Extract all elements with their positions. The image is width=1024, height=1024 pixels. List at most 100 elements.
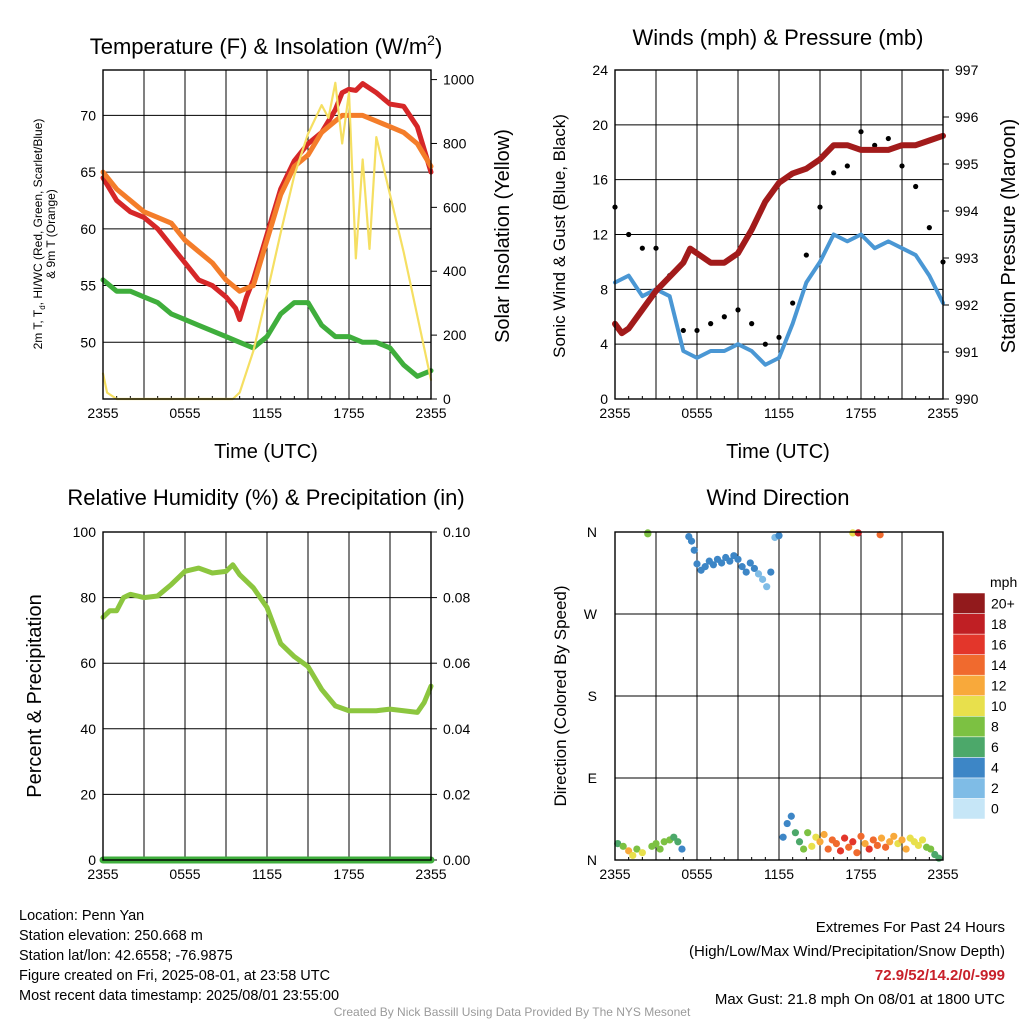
winds-y-right-tick-label: 991 xyxy=(955,344,979,360)
temperature-y-right-tick-label: 600 xyxy=(443,199,467,215)
humidity-y-right-tick-label: 0.06 xyxy=(443,655,470,671)
temperature-x-tick-label: 1755 xyxy=(333,405,364,421)
temperature-y-left-tick-label: 60 xyxy=(80,221,96,237)
winds-gust-point xyxy=(694,327,700,334)
temperature-y-left-tick-label: 65 xyxy=(80,164,96,180)
winds-y-right-tick-label: 994 xyxy=(955,203,979,219)
winds-gust-point xyxy=(844,163,850,169)
colorbar-label: 2 xyxy=(991,780,999,796)
max-gust: Max Gust: 21.8 mph On 08/01 at 1800 UTC xyxy=(714,991,1005,1008)
humidity-y-right-tick-label: 0.10 xyxy=(443,524,470,540)
direction-wind-point xyxy=(638,849,646,857)
winds-gust-point xyxy=(872,142,878,148)
temperature-frame xyxy=(102,69,432,400)
winds-gust-point xyxy=(885,135,891,142)
station-location: Location: Penn Yan xyxy=(19,908,145,924)
temperature-series-2-line xyxy=(100,277,434,379)
direction-wind-point xyxy=(898,836,906,844)
direction-wind-point xyxy=(759,575,767,583)
temperature-right-axis-label: Solar Insolation (Yellow) xyxy=(492,129,514,343)
colorbar-label: 8 xyxy=(991,719,999,735)
colorbar-label: 12 xyxy=(991,677,1007,693)
winds-x-tick-label: 2355 xyxy=(927,405,958,421)
humidity-y-left-tick-label: 100 xyxy=(73,524,97,540)
winds-y-left-tick-label: 16 xyxy=(592,172,608,188)
direction-wind-point xyxy=(787,812,795,820)
direction-wind-point xyxy=(914,841,923,850)
temperature-y-right-tick-label: 0 xyxy=(443,391,451,407)
winds-gust-point xyxy=(708,321,714,327)
direction-wind-point xyxy=(886,838,894,846)
direction-wind-point xyxy=(763,583,771,591)
direction-panel-title: Wind Direction xyxy=(706,485,849,510)
direction-wind-point xyxy=(877,834,886,842)
winds-y-left-tick-label: 8 xyxy=(600,281,608,297)
direction-wind-point xyxy=(841,834,849,842)
winds-y-right-tick-label: 995 xyxy=(955,156,979,172)
humidity-x-tick-label: 1755 xyxy=(333,866,364,882)
direction-wind-point xyxy=(836,847,845,855)
station-info: Location: Penn Yan Station elevation: 25… xyxy=(19,906,339,1006)
colorbar-label: 6 xyxy=(991,739,999,755)
humidity-x-tick-label: 0555 xyxy=(169,866,200,882)
plot-panels: 2355 0555 1155 1755 235550556065700200400600… xyxy=(73,62,1015,882)
colorbar-swatch xyxy=(952,736,986,758)
direction-wind-point xyxy=(674,838,682,846)
direction-wind-point xyxy=(701,563,709,571)
temperature-y-right-tick-label: 800 xyxy=(443,135,467,151)
direction-wind-point xyxy=(738,563,746,571)
winds-gust-point xyxy=(790,300,796,306)
colorbar-label: 18 xyxy=(991,616,1007,632)
winds-x-tick-label: 1755 xyxy=(845,405,876,421)
colorbar-label: 10 xyxy=(991,698,1007,714)
colorbar-swatch xyxy=(952,654,986,676)
direction-wind-point xyxy=(718,559,726,567)
winds-frame xyxy=(614,69,944,400)
temperature-x-tick-label: 1155 xyxy=(252,405,282,421)
direction-wind-point xyxy=(791,829,800,837)
direction-wind-point xyxy=(660,838,668,846)
colorbar-label: 16 xyxy=(991,636,1007,652)
direction-x-tick-label: 2355 xyxy=(927,866,958,882)
direction-wind-point xyxy=(808,842,816,850)
colorbar-swatch xyxy=(952,613,986,635)
direction-y-tick-label: S xyxy=(588,688,597,704)
direction-wind-point xyxy=(644,529,652,537)
colorbar-swatch xyxy=(952,777,986,799)
winds-right-axis-label: Station Pressure (Maroon) xyxy=(998,119,1020,354)
winds-series-0-line xyxy=(613,232,945,367)
humidity-x-tick-label: 2355 xyxy=(87,866,118,882)
credit-line: Created By Nick Bassill Using Data Provi… xyxy=(333,1005,691,1019)
direction-wind-point xyxy=(619,842,627,850)
direction-wind-point xyxy=(861,840,869,848)
direction-wind-point xyxy=(678,845,686,853)
temperature-y-right-tick-label: 1000 xyxy=(443,72,474,88)
direction-wind-point xyxy=(779,833,787,841)
direction-wind-point xyxy=(857,832,865,840)
humidity-y-left-tick-label: 20 xyxy=(80,786,96,802)
humidity-y-right-tick-label: 0.00 xyxy=(443,852,470,868)
direction-x-tick-label: 1155 xyxy=(764,866,794,882)
humidity-x-tick-label: 2355 xyxy=(415,866,446,882)
direction-x-tick-label: 0555 xyxy=(681,866,712,882)
temperature-x-tick-label: 2355 xyxy=(87,405,118,421)
direction-wind-point xyxy=(767,568,775,576)
temperature-left-axis-label: 2m T, Td, HI/WC (Red, Green, Scarlet/Blu… xyxy=(31,119,47,350)
colorbar-swatch xyxy=(952,633,986,655)
winds-gust-point xyxy=(762,341,768,347)
direction-wind-point xyxy=(750,564,759,573)
most-recent-timestamp: Most recent data timestamp: 2025/08/01 2… xyxy=(19,988,340,1004)
winds-y-left-tick-label: 12 xyxy=(592,227,608,243)
humidity-y-left-tick-label: 60 xyxy=(80,655,96,671)
direction-wind-point xyxy=(902,845,910,853)
direction-wind-point xyxy=(783,819,791,828)
temperature-series-1-line xyxy=(100,112,434,294)
direction-wind-point xyxy=(775,532,783,540)
direction-wind-point xyxy=(832,840,841,848)
direction-wind-point xyxy=(742,568,750,576)
temperature-panel-title: Temperature (F) & Insolation (W/m2) xyxy=(90,32,443,59)
colorbar-label: 4 xyxy=(991,760,999,776)
direction-wind-point xyxy=(918,836,927,844)
direction-x-tick-label: 2355 xyxy=(599,866,630,882)
